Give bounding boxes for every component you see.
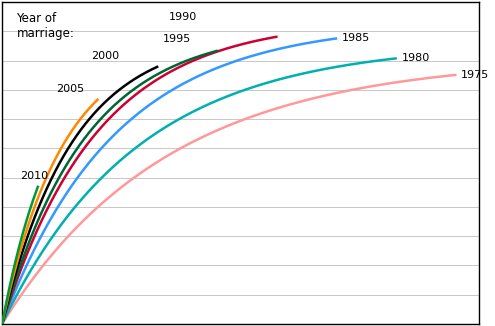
- Text: 1990: 1990: [169, 12, 198, 22]
- Text: 1975: 1975: [461, 70, 490, 80]
- Text: 2000: 2000: [92, 51, 120, 61]
- Text: 2005: 2005: [56, 84, 84, 94]
- Text: Year of
marriage:: Year of marriage:: [16, 12, 74, 40]
- Text: 2010: 2010: [20, 171, 48, 181]
- Text: 1995: 1995: [163, 34, 191, 44]
- Text: 1985: 1985: [342, 34, 370, 43]
- Text: 1980: 1980: [401, 53, 430, 64]
